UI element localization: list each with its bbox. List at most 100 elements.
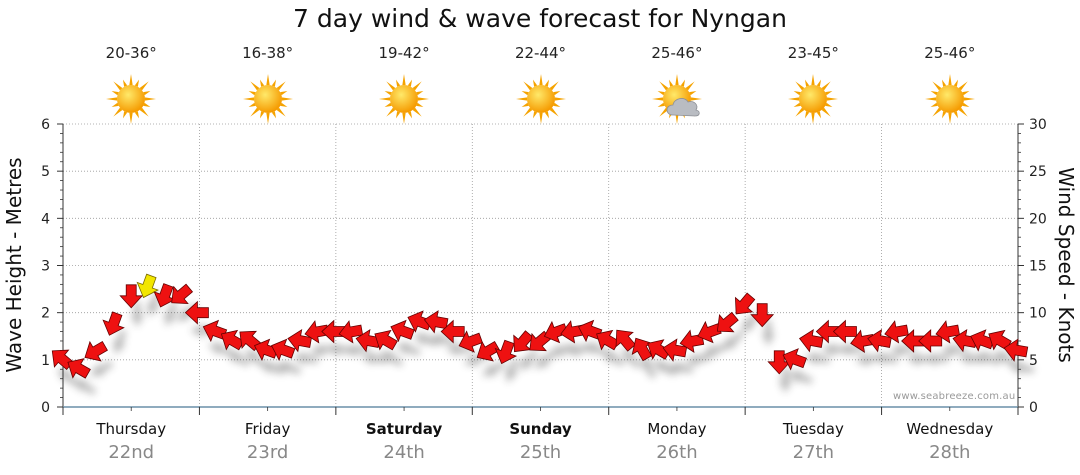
- wind-arrow-shadow: [621, 347, 641, 369]
- day-name-label: Tuesday: [782, 420, 844, 438]
- wind-arrow-shadow: [226, 351, 250, 367]
- day-date-label: 23rd: [246, 442, 289, 463]
- wind-arrow-shadow: [445, 342, 472, 357]
- wind-arrow-shadow: [89, 360, 114, 377]
- wind-arrow-shadow: [804, 352, 830, 366]
- sun-icon: [379, 74, 430, 124]
- wind-arrow-shadow: [641, 355, 657, 379]
- wind-arrow: [153, 283, 176, 308]
- y-right-tick-label: 0: [1029, 400, 1038, 416]
- sun-icon: [515, 74, 566, 124]
- wind-arrow-shadow: [482, 360, 506, 377]
- y-left-tick-label: 6: [41, 117, 50, 133]
- wind-arrow-shadow: [429, 333, 455, 347]
- wind-arrow: [577, 319, 603, 343]
- day-name-label: Friday: [244, 420, 291, 438]
- wind-arrow-shadow: [292, 352, 319, 366]
- sun-icon: [788, 74, 839, 124]
- day-temperature: 19-42°: [378, 44, 430, 62]
- chart-title: 7 day wind & wave forecast for Nyngan: [293, 4, 787, 33]
- wind-arrow-shadow: [57, 367, 79, 387]
- y-right-tick-label: 5: [1029, 353, 1038, 369]
- wind-arrow: [458, 330, 483, 353]
- wind-arrow: [935, 320, 960, 344]
- wind-arrow: [988, 329, 1012, 351]
- wind-arrow: [716, 311, 739, 333]
- wind-arrow: [423, 310, 449, 334]
- day-name-label: Thursday: [96, 420, 167, 438]
- day-date-label: 27th: [792, 442, 835, 463]
- wind-arrow-shadow: [113, 329, 127, 355]
- sun-icon: [242, 74, 293, 124]
- day-name-label: Saturday: [365, 420, 443, 438]
- y-right-tick-label: 10: [1029, 306, 1047, 322]
- day-name-label: Wednesday: [906, 420, 994, 438]
- wind-arrow-shadow: [395, 342, 421, 356]
- axes: 0 1 2 3 4 5 6 0 5 10 15 20 25 30: [41, 117, 1047, 416]
- wind-arrow-shadow: [761, 320, 775, 347]
- wind-arrow: [270, 338, 296, 362]
- wind-arrow-shadow: [667, 361, 694, 375]
- y-left-tick-label: 0: [41, 400, 50, 416]
- wind-arrow-shadow: [722, 331, 744, 350]
- wind-arrow: [338, 320, 364, 344]
- wind-arrow-shadow: [906, 352, 932, 366]
- wind-arrow-shadow: [957, 352, 984, 366]
- y-left-tick-label: 1: [41, 353, 50, 369]
- wind-arrow: [102, 311, 125, 336]
- wind-arrow-shadow: [549, 343, 574, 357]
- day-temperature: 25-46°: [924, 44, 976, 62]
- wind-arrow: [750, 303, 775, 328]
- y-left-tick-label: 5: [41, 164, 50, 180]
- wind-arrow-highlight: [136, 273, 159, 299]
- wind-arrow-shadow: [72, 379, 97, 395]
- day-temperature: 22-44°: [514, 44, 567, 62]
- y-right-tick-label: 15: [1029, 259, 1047, 275]
- wind-arrow: [513, 330, 534, 353]
- day-temperature: 25-46°: [651, 44, 703, 62]
- wind-arrow-shadow: [360, 352, 387, 366]
- day-date-label: 22nd: [108, 442, 155, 463]
- wind-arrow-shadow: [778, 367, 792, 394]
- y-right-tick-label: 25: [1029, 164, 1047, 180]
- day-temperature: 20-36°: [105, 44, 157, 62]
- y-left-tick-label: 4: [41, 211, 50, 227]
- wind-arrow-shadow: [702, 343, 728, 357]
- wind-arrow-shadow: [412, 333, 438, 347]
- wind-arrow: [304, 320, 329, 344]
- wind-arrow-shadow: [379, 351, 404, 367]
- wind-arrow-shadow: [1008, 361, 1035, 375]
- sun-icon: [106, 74, 157, 124]
- day-temperature: 16-38°: [242, 44, 294, 62]
- day-date-label: 25th: [519, 442, 562, 463]
- wind-arrow-shadow: [993, 351, 1018, 367]
- wind-arrow-shadow: [565, 343, 591, 357]
- wind-arrow: [184, 300, 209, 325]
- wind-arrow: [84, 340, 108, 362]
- wind-arrow-shadow: [787, 370, 813, 385]
- wind-arrow: [67, 358, 91, 379]
- wind-arrow-shadows: [57, 292, 1035, 395]
- wind-arrows: [51, 273, 1029, 379]
- wind-arrow-shadow: [652, 360, 676, 376]
- wind-arrow: [901, 329, 926, 353]
- watermark: www.seabreeze.com.au: [893, 391, 1016, 402]
- wind-arrow-shadow: [838, 342, 864, 357]
- sun-cloud-icon: [651, 74, 702, 124]
- y-left-tick-label: 2: [41, 306, 50, 322]
- wind-arrow-shadow: [684, 352, 711, 366]
- wind-arrow-shadow: [519, 349, 539, 371]
- wind-arrow: [832, 319, 857, 344]
- wind-arrow: [850, 329, 875, 353]
- wind-arrow: [1003, 338, 1029, 362]
- wind-arrow: [734, 292, 756, 315]
- wind-arrow: [884, 320, 909, 344]
- day-date-label: 24th: [383, 442, 425, 463]
- wind-arrow: [321, 319, 346, 344]
- wind-arrow: [815, 319, 840, 344]
- wind-arrow: [476, 340, 501, 362]
- wind-arrow: [697, 320, 722, 344]
- wind-arrow: [51, 349, 74, 371]
